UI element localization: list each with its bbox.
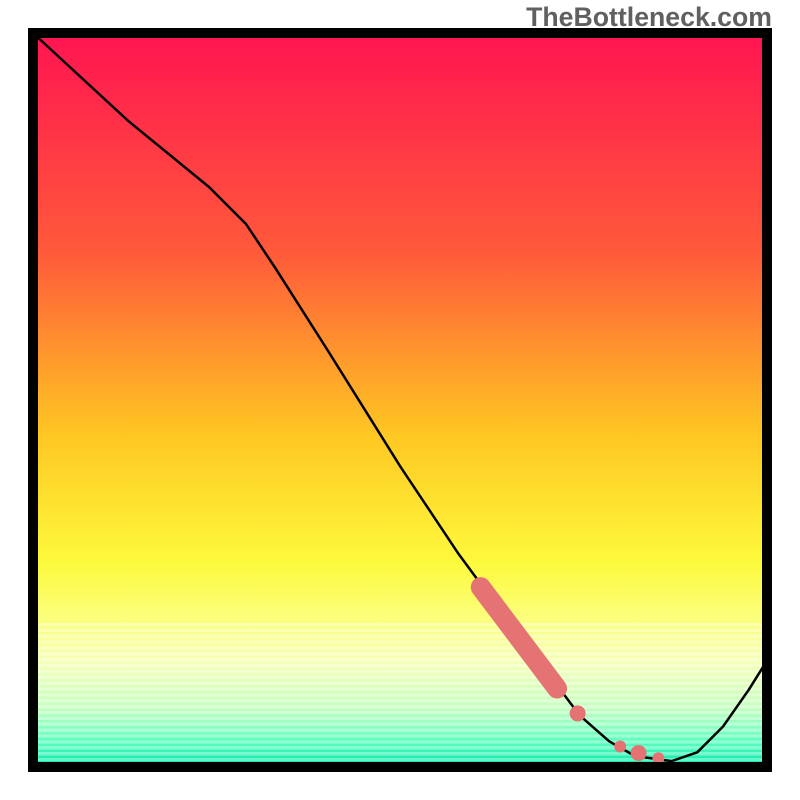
- chart-root: TheBottleneck.com: [0, 0, 800, 800]
- plot-bottom-stripes: [33, 33, 767, 767]
- watermark-text: TheBottleneck.com: [526, 2, 772, 33]
- plot-area: [33, 33, 767, 767]
